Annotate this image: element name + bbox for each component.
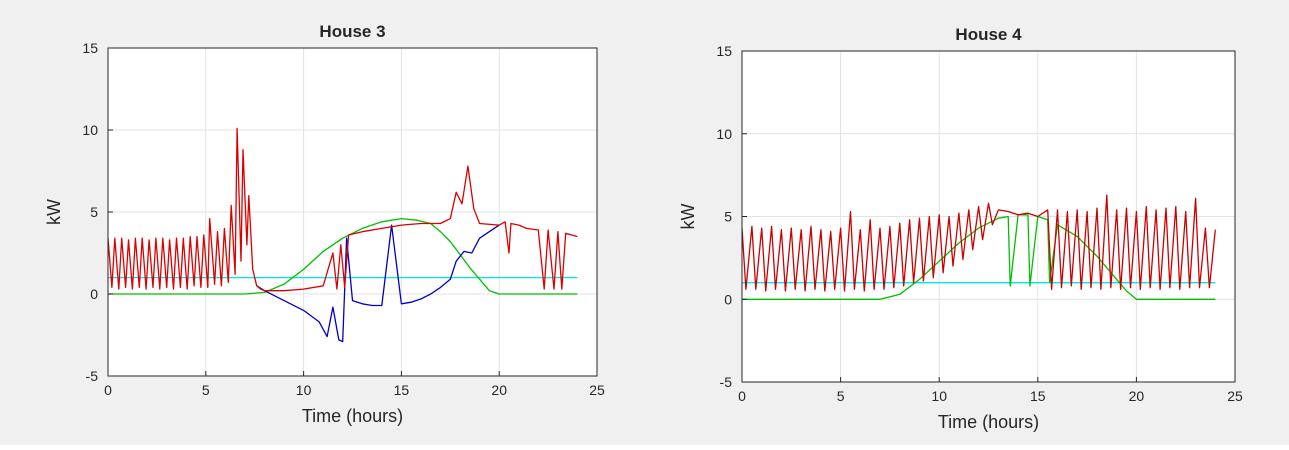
x-tick-label: 0 bbox=[104, 382, 112, 398]
series-group bbox=[108, 127, 578, 343]
x-tick-label: 15 bbox=[394, 382, 410, 398]
subplot-house-4: 0 5 10 15 20 25 -5 0 5 10 15 House 4 Time (hours) kW bbox=[678, 25, 1243, 432]
x-tick-label: 20 bbox=[491, 382, 507, 398]
x-axis-label: Time (hours) bbox=[302, 406, 403, 426]
x-tick-label: 0 bbox=[738, 388, 746, 404]
y-tick-label: -5 bbox=[86, 368, 99, 384]
subplot-house-3: 0 5 10 15 20 25 -5 0 5 10 15 House 3 Time (hours) kW bbox=[44, 22, 605, 426]
y-tick-label: 15 bbox=[716, 43, 732, 59]
x-tick-label: 25 bbox=[1227, 388, 1243, 404]
series-line bbox=[742, 194, 1216, 292]
x-axis-label: Time (hours) bbox=[938, 412, 1039, 432]
x-tick-label: 5 bbox=[202, 382, 210, 398]
y-tick-label: 5 bbox=[724, 209, 732, 225]
series-group bbox=[742, 194, 1216, 300]
series-line bbox=[108, 217, 578, 295]
y-tick-label: 15 bbox=[82, 40, 98, 56]
series-line bbox=[256, 224, 500, 343]
chart-title: House 3 bbox=[319, 22, 385, 41]
y-tick-label: 5 bbox=[90, 204, 98, 220]
y-axis-label: kW bbox=[678, 204, 698, 230]
series-line bbox=[108, 127, 578, 292]
chart-title: House 4 bbox=[955, 25, 1022, 44]
x-tick-label: 25 bbox=[589, 382, 605, 398]
y-tick-label: 10 bbox=[82, 122, 98, 138]
y-axis-label: kW bbox=[44, 199, 64, 225]
grid-lines bbox=[108, 48, 597, 376]
x-tick-label: 5 bbox=[837, 388, 845, 404]
x-tick-label: 10 bbox=[296, 382, 312, 398]
y-tick-label: 0 bbox=[724, 291, 732, 307]
y-tick-label: 0 bbox=[90, 286, 98, 302]
x-tick-label: 15 bbox=[1030, 388, 1046, 404]
x-tick-label: 20 bbox=[1129, 388, 1145, 404]
x-tick-label: 10 bbox=[931, 388, 947, 404]
y-tick-label: -5 bbox=[720, 374, 733, 390]
y-tick-label: 10 bbox=[716, 126, 732, 142]
